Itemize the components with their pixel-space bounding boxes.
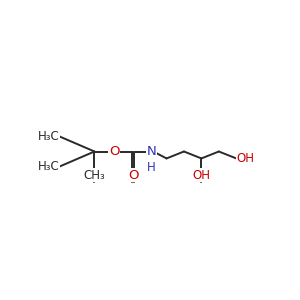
Text: H₃C: H₃C: [38, 160, 60, 173]
Text: OH: OH: [192, 169, 210, 182]
Text: O: O: [109, 145, 119, 158]
Text: H: H: [147, 161, 156, 174]
Text: N: N: [147, 145, 156, 158]
Text: OH: OH: [236, 152, 254, 165]
Text: H₃C: H₃C: [38, 130, 60, 143]
Text: O: O: [128, 169, 138, 182]
Text: CH₃: CH₃: [84, 169, 105, 182]
